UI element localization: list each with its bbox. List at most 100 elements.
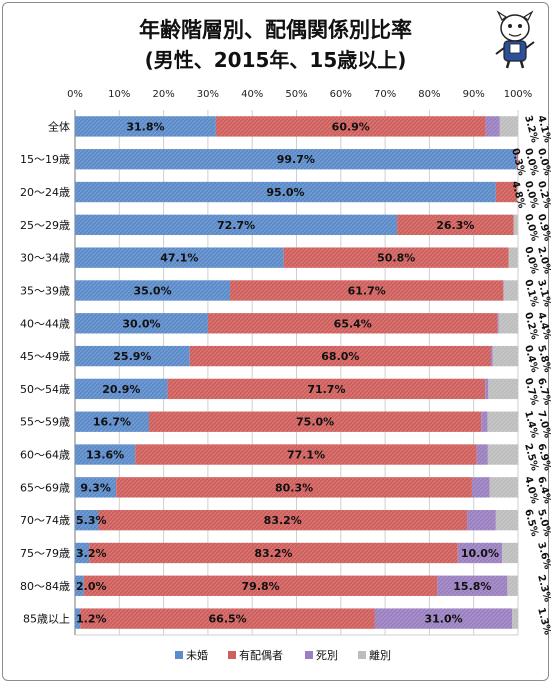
x-tick-label: 10% [108,89,130,100]
data-label: 30.0% [122,317,160,330]
category-label: 全体 [48,119,70,133]
bar-segment-texture [495,509,518,531]
data-label: 25.9% [113,350,151,363]
bar-segment-texture [476,444,488,465]
bar-segment-texture [135,444,477,465]
data-label: 26.3% [436,219,474,232]
bar-segment-texture [230,280,504,301]
bar-segment-texture [207,313,498,334]
category-label: 75～79歳 [20,547,70,560]
data-label: 3.2% [76,547,107,560]
bar-segment-texture [437,575,508,596]
bar-segment-texture [75,411,149,432]
bar-segment-texture [513,214,518,236]
bar-segment-texture [487,444,519,465]
bar-segment-texture [503,280,518,301]
data-label: 47.1% [160,252,198,265]
data-label: 9.3% [80,481,111,494]
data-label: 2.3% [535,574,551,604]
bar-segment-texture [75,313,208,334]
bar-segment-texture [488,378,518,400]
category-label: 15～19歳 [20,153,70,166]
bar-segment-texture [167,378,486,400]
bars [75,116,519,629]
bar-segment-texture [75,345,190,367]
x-tick-label: 70% [374,89,396,100]
x-tick-label: 40% [241,89,263,100]
data-label: 20.9% [102,383,140,396]
bar-segment-texture [471,477,490,498]
data-label: 95.0% [266,186,304,199]
bar-segment-texture [512,608,518,629]
data-label: 1.3% [535,607,551,637]
category-label: 50～54歳 [20,383,70,396]
bar-segment-texture [75,608,81,629]
bar-segment-texture [481,411,488,432]
data-label: 60.9% [332,120,370,133]
bar-segment-texture [75,542,90,564]
bar-segment-texture [498,313,518,334]
data-label: 77.1% [287,449,325,462]
x-tick-label: 20% [152,89,174,100]
chart-title: 年齢階層別、配偶関係別比率 [139,18,412,42]
bar-segment-texture [75,444,136,465]
bar-segment-texture [89,542,458,564]
data-label: 10.0% [461,547,499,560]
bar-segment-texture [499,116,518,137]
bar-segment-texture [75,477,117,498]
data-label: 79.8% [242,580,280,593]
bar-segment-texture [75,181,496,203]
category-labels: 全体 15～19歳 20～24歳 25～29歳 30～34歳 35～39歳 40～44歳 45… [20,119,70,625]
x-tick-label: 50% [285,89,307,100]
bar-segment-texture [75,575,84,596]
data-label: 80.3% [275,481,313,494]
bar-segment-texture [98,509,468,531]
bar-segment-texture [516,149,518,170]
bar-segment-texture [467,509,496,531]
category-label: 80～84歳 [20,580,70,593]
data-label: 16.7% [93,416,131,429]
chart-subtitle: (男性、2015年、15歳以上) [144,48,407,72]
bar-segment-texture [507,575,518,596]
category-label: 70～74歳 [20,514,70,527]
mascot-logo [495,10,535,69]
legend-swatch [305,651,313,659]
data-labels: 31.8% 60.9% 3.2%4.1%99.7% 0.3%0.0%0.0%95.0%… [76,114,551,636]
bar-segment-texture [83,575,438,596]
category-label: 60～64歳 [20,449,70,462]
legend-swatch [228,651,236,659]
data-label: 72.7% [217,219,255,232]
bar-segment-texture [148,411,482,432]
data-label: 2.0% [76,580,107,593]
data-label: 31.0% [424,613,462,626]
bar-segment-texture [457,542,503,564]
bar-segment-texture [485,378,489,400]
bar-segment-texture [116,477,472,498]
bar-segment-texture [487,411,519,432]
legend-label: 離別 [369,648,391,662]
bar-segment-texture [80,608,375,629]
x-tick-label: 100% [504,89,533,100]
data-label: 1.2% [76,613,107,626]
bar-segment-texture [75,509,99,531]
category-label: 55～59歳 [20,416,70,429]
x-tick-label: 30% [197,89,219,100]
legend-swatch [175,651,183,659]
x-tick-label: 90% [463,89,485,100]
data-label: 61.7% [348,284,386,297]
category-label: 35～39歳 [20,284,70,297]
bar-segment-texture [495,181,518,203]
legend-label: 未婚 [186,648,208,662]
data-label: 71.7% [307,383,345,396]
bar-segment-texture [215,116,486,137]
bar-segment-texture [397,214,514,236]
data-label: 13.6% [86,449,124,462]
bar-segment-texture [75,247,284,268]
data-label: 31.8% [126,120,164,133]
bar-segment-texture [75,116,216,137]
bar-segment-texture [283,247,509,268]
legend-label: 死別 [316,649,338,662]
bar-segment-texture [502,542,518,564]
